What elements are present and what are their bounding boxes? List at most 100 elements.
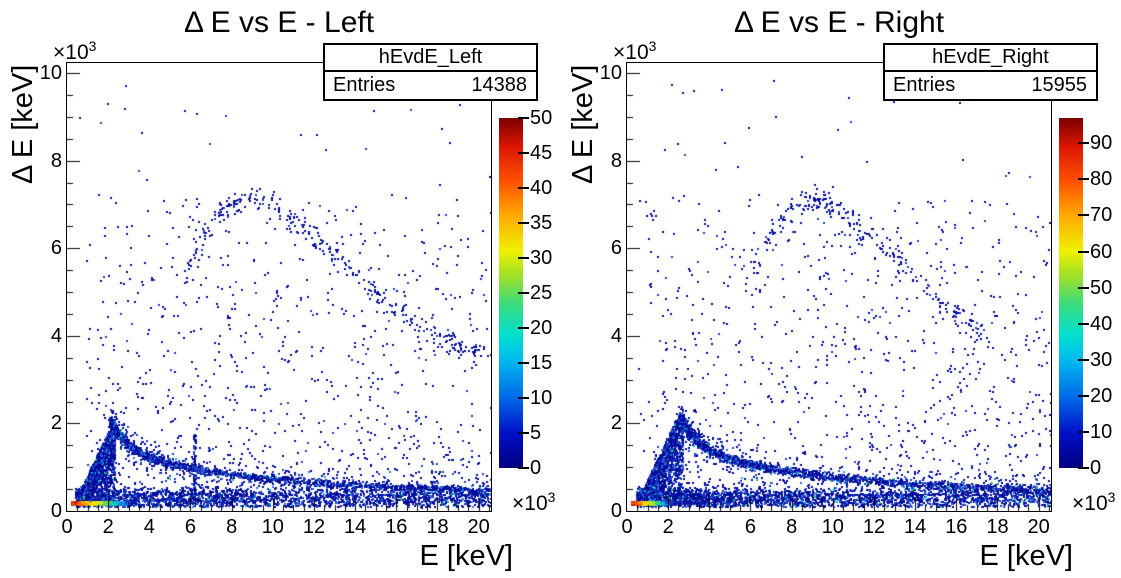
colorbar-tick — [1078, 430, 1089, 433]
colorbar-tick-label: 30 — [530, 247, 553, 269]
plot-frame-left — [66, 62, 492, 512]
colorbar-tick — [1078, 142, 1089, 145]
y-tick-label: 6 — [610, 237, 622, 260]
x-tick-label: 0 — [621, 516, 633, 538]
x-tick-label: 20 — [467, 516, 490, 538]
stats-entries-value: 15955 — [1031, 74, 1087, 96]
x-tick-label: 10 — [821, 516, 844, 538]
x-tick-label: 6 — [184, 516, 197, 538]
y-tick-label: 0 — [610, 500, 622, 522]
x-tick-label: 18 — [426, 516, 449, 538]
plot-title-left: Δ E vs E - Left — [183, 6, 375, 39]
plot-title-right: Δ E vs E - Right — [733, 6, 945, 39]
colorbar-tick — [1078, 250, 1089, 253]
colorbar-tick-label: 0 — [530, 457, 542, 479]
colorbar-tick-label: 30 — [1090, 348, 1113, 371]
colorbar-tick-label: 40 — [530, 177, 553, 199]
colorbar-tick-label: 50 — [1090, 276, 1113, 299]
colorbar-tick — [518, 362, 529, 364]
colorbar-tick-label: 0 — [1090, 457, 1102, 479]
stats-box-right: hEvdE_Right Entries 15955 — [883, 43, 1098, 101]
y-tick-label: 2 — [50, 412, 62, 435]
colorbar-tick-label: 60 — [1090, 240, 1113, 263]
colorbar-tick — [518, 432, 529, 434]
x-tick-label: 0 — [61, 516, 73, 538]
colorbar-tick — [1078, 214, 1089, 217]
colorbar-tick-label: 5 — [530, 422, 542, 444]
colorbar-tick — [518, 222, 529, 224]
colorbar-tick — [518, 117, 529, 119]
y-tick-label: 6 — [50, 237, 62, 260]
colorbar-tick-label: 20 — [530, 317, 553, 339]
stats-box-left: hEvdE_Left Entries 14388 — [323, 43, 538, 101]
x-tick-label: 12 — [862, 516, 886, 538]
x-tick-label: 20 — [1027, 516, 1050, 538]
stats-histogram-name: hEvdE_Left — [325, 45, 536, 72]
x-axis-exponent: ×103 — [512, 489, 555, 516]
x-tick-label: 2 — [102, 516, 114, 538]
y-tick-label: 10 — [599, 62, 622, 85]
colorbar-tick — [1078, 286, 1089, 289]
x-axis-exponent: ×103 — [1072, 489, 1115, 516]
x-tick-label: 16 — [945, 516, 968, 538]
histogram-canvas-right — [627, 63, 1051, 511]
exponent-base: ×10 — [1072, 492, 1108, 515]
x-tick-label: 8 — [786, 516, 798, 538]
exponent-power: 3 — [88, 38, 97, 54]
stats-entries-row: Entries 14388 — [325, 72, 536, 99]
x-tick-label: 6 — [744, 516, 757, 538]
y-tick-label: 2 — [610, 412, 622, 435]
colorbar-tick — [518, 397, 529, 399]
x-axis-title: E [keV] — [979, 540, 1074, 572]
y-tick-label: 4 — [610, 324, 622, 347]
colorbar-tick-label: 80 — [1090, 168, 1113, 191]
x-tick-label: 4 — [143, 516, 155, 538]
y-tick-label: 0 — [50, 500, 62, 522]
y-tick-label: 10 — [39, 62, 62, 85]
colorbar-tick — [1078, 467, 1089, 469]
colorbar-tick-label: 10 — [530, 387, 553, 409]
colorbar-tick — [1078, 178, 1089, 181]
plot-frame-right — [626, 62, 1052, 512]
pad-right: Δ E vs E - Right ×103 ×103 E [keV] Δ E [… — [560, 0, 1121, 578]
x-tick-label: 4 — [703, 516, 715, 538]
colorbar-tick — [518, 292, 529, 294]
colorbar-tick-label: 20 — [1090, 384, 1113, 407]
pad-left: Δ E vs E - Left ×103 ×103 E [keV] Δ E [k… — [7, 6, 555, 572]
y-axis-exponent: ×103 — [53, 38, 96, 65]
exponent-power: 3 — [1107, 489, 1116, 505]
stats-entries-row: Entries 15955 — [885, 72, 1096, 99]
x-tick-label: 14 — [344, 516, 367, 538]
colorbar-tick — [518, 327, 529, 329]
colorbar-tick-label: 50 — [530, 107, 553, 129]
y-tick-label: 4 — [50, 324, 62, 347]
exponent-base: ×10 — [613, 41, 649, 64]
colorbar-tick-label: 40 — [1090, 312, 1113, 335]
exponent-base: ×10 — [53, 41, 89, 64]
colorbar-tick-label: 70 — [1090, 204, 1113, 227]
x-tick-label: 2 — [662, 516, 674, 538]
colorbar-tick-label: 15 — [530, 352, 553, 374]
colorbar-tick-label: 35 — [530, 212, 553, 234]
colorbar-tick-label: 10 — [1090, 420, 1113, 443]
stats-entries-label: Entries — [333, 74, 396, 96]
stats-entries-value: 14388 — [471, 74, 527, 96]
stats-entries-label: Entries — [893, 74, 956, 96]
x-tick-label: 18 — [986, 516, 1009, 538]
y-tick-label: 8 — [610, 149, 622, 172]
colorbar-tick-label: 45 — [530, 142, 553, 164]
x-tick-label: 14 — [904, 516, 927, 538]
y-axis-exponent: ×103 — [613, 38, 656, 65]
x-tick-label: 8 — [226, 516, 238, 538]
colorbar-tick-label: 25 — [530, 282, 553, 304]
colorbar-tick — [518, 152, 529, 154]
histogram-canvas-left — [67, 63, 491, 511]
x-tick-label: 10 — [261, 516, 284, 538]
x-axis-title: E [keV] — [419, 540, 514, 572]
stats-histogram-name: hEvdE_Right — [885, 45, 1096, 72]
x-tick-label: 12 — [302, 516, 326, 538]
colorbar-tick — [518, 187, 529, 189]
colorbar-tick — [1078, 358, 1089, 361]
y-tick-label: 8 — [50, 149, 62, 172]
